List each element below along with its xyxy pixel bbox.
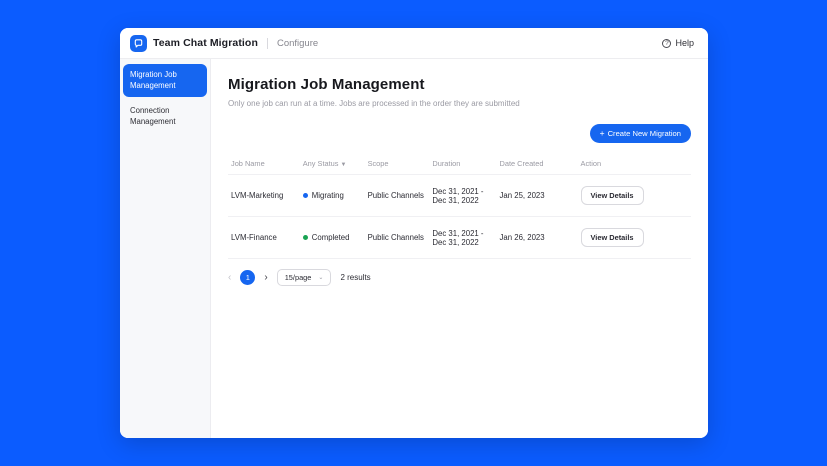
sidebar: Migration Job Management Connection Mana… — [120, 59, 211, 438]
next-page-button[interactable]: › — [264, 271, 268, 283]
app-body: Migration Job Management Connection Mana… — [120, 59, 708, 438]
cell-action: View Details — [577, 174, 691, 217]
help-label: Help — [675, 38, 694, 48]
app-title: Team Chat Migration — [153, 37, 258, 49]
previous-page-button[interactable]: ‹ — [228, 271, 232, 283]
status-label: Migrating — [311, 191, 344, 200]
page-subtitle: Only one job can run at a time. Jobs are… — [228, 99, 520, 108]
cell-status: Migrating — [299, 174, 365, 217]
sidebar-item-connection-management[interactable]: Connection Management — [130, 106, 176, 126]
view-details-button[interactable]: View Details — [580, 228, 644, 247]
table-row: LVM-Finance Completed Public Channels De… — [228, 216, 691, 259]
page-1-button[interactable]: 1 — [240, 270, 256, 285]
chevron-right-icon: › — [264, 271, 268, 283]
status-dot — [302, 193, 308, 198]
cell-date-created: Jan 25, 2023 — [496, 174, 578, 217]
cell-job-name: LVM-Finance — [228, 216, 300, 259]
column-header-scope: Scope — [364, 153, 430, 175]
view-details-button[interactable]: View Details — [580, 186, 644, 205]
status-filter-label: Any Status — [302, 159, 339, 168]
page-size-value: 15/page — [284, 273, 312, 282]
help-icon: ? — [662, 38, 672, 48]
page-size-select[interactable]: 15/page ⌄ — [276, 269, 332, 286]
status-label: Completed — [311, 233, 350, 242]
table-row: LVM-Marketing Migrating Public Channels … — [228, 174, 691, 217]
pagination: ‹ 1 › 15/page ⌄ 2 results — [228, 269, 691, 286]
toolbar: + Create New Migration — [228, 124, 691, 143]
cell-action: View Details — [577, 216, 691, 259]
cell-status: Completed — [299, 216, 365, 259]
column-header-duration: Duration — [429, 153, 497, 175]
sidebar-item-migration-job-management[interactable]: Migration Job Management — [123, 64, 207, 98]
chat-bubble-logo-icon — [130, 34, 147, 52]
column-header-job-name: Job Name — [228, 153, 300, 175]
status-dot — [302, 235, 308, 240]
table-header-row: Job Name Any Status ▼ Scope Duration Date… — [228, 153, 691, 175]
caret-down-icon: ▼ — [340, 162, 347, 168]
cell-job-name: LVM-Marketing — [228, 174, 300, 217]
cell-scope: Public Channels — [364, 174, 430, 217]
app-header: Team Chat Migration Configure ? Help — [120, 28, 708, 59]
results-count: 2 results — [340, 273, 371, 282]
app-window: Team Chat Migration Configure ? Help Mig… — [120, 28, 708, 438]
help-button[interactable]: ? Help — [662, 38, 694, 48]
cell-date-created: Jan 26, 2023 — [496, 216, 578, 259]
page-title: Migration Job Management — [228, 76, 425, 93]
column-header-action: Action — [577, 153, 691, 175]
cell-duration: Dec 31, 2021 - Dec 31, 2022 — [429, 174, 497, 217]
jobs-table: Job Name Any Status ▼ Scope Duration Date… — [228, 153, 691, 259]
create-new-migration-button[interactable]: + Create New Migration — [589, 124, 691, 143]
create-button-label: Create New Migration — [607, 129, 681, 138]
column-header-status-filter[interactable]: Any Status ▼ — [299, 153, 365, 175]
column-header-date-created: Date Created — [496, 153, 578, 175]
plus-icon: + — [599, 128, 605, 139]
caret-down-icon: ⌄ — [318, 275, 324, 281]
cell-scope: Public Channels — [364, 216, 430, 259]
header-divider — [266, 37, 268, 49]
main-content: Migration Job Management Only one job ca… — [211, 59, 708, 438]
brand: Team Chat Migration Configure — [130, 34, 319, 52]
nav-configure-link[interactable]: Configure — [276, 37, 319, 49]
chevron-left-icon: ‹ — [228, 271, 232, 283]
cell-duration: Dec 31, 2021 - Dec 31, 2022 — [429, 216, 497, 259]
